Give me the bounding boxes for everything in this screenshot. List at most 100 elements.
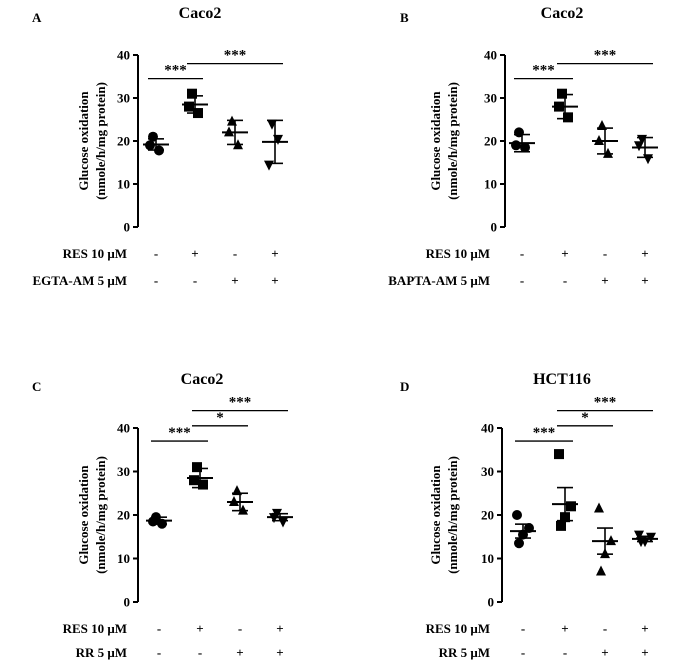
y-tick-label: 10 [117,177,130,192]
condition-sign: + [561,621,568,636]
significance-label: * [581,410,589,426]
y-axis-label: (nmole/h/mg protein) [93,456,108,574]
data-point [646,532,656,543]
condition-sign: + [601,645,608,660]
y-axis-label: Glucose oxidation [76,465,91,565]
condition-sign: - [238,621,242,636]
data-point [187,88,197,99]
data-point [264,160,274,171]
significance-label: *** [229,395,252,411]
condition-sign: - [521,645,525,660]
y-tick-label: 10 [484,177,497,192]
data-point [511,140,521,151]
y-tick-label: 20 [484,134,497,149]
y-tick-label: 20 [481,508,494,523]
significance-label: * [216,410,224,426]
panel-c: C Caco2 Glucose oxidation (nmole/h/mg prote… [32,371,293,660]
significance-label: *** [533,425,556,441]
condition-sign: + [276,621,283,636]
condition-sign: + [641,246,648,261]
condition-sign: - [521,621,525,636]
chart-title: Caco2 [541,5,584,22]
y-tick-label: 40 [117,421,130,436]
y-tick-label: 40 [481,421,494,436]
condition-sign: + [641,645,648,660]
y-axis-label: Glucose oxidation [428,91,443,191]
panel-letter: A [32,10,42,25]
condition-sign: + [271,273,278,288]
data-point [566,501,576,512]
condition-sign: - [563,645,567,660]
y-tick-label: 20 [117,134,130,149]
y-tick-label: 0 [488,595,495,610]
y-axis-label: Glucose oxidation [76,91,91,191]
condition-sign: + [196,621,203,636]
condition-sign: + [641,273,648,288]
significance-label: *** [594,48,617,64]
data-point [512,510,522,520]
panel-letter: C [32,379,41,394]
y-axis-label: (nmole/h/mg protein) [445,82,460,200]
data-point [594,502,604,513]
condition-label: BAPTA-AM 5 μM [388,273,490,288]
condition-sign: - [520,246,524,261]
condition-sign: - [193,273,197,288]
condition-label: RR 5 μM [76,645,127,660]
condition-sign: - [157,645,161,660]
significance-label: *** [532,63,555,79]
y-tick-label: 30 [117,91,130,106]
data-point [189,475,199,486]
condition-sign: + [561,246,568,261]
condition-label: RES 10 μM [63,246,127,261]
condition-sign: - [233,246,237,261]
significance-label: *** [224,48,247,64]
condition-label: RR 5 μM [439,645,490,660]
significance-label: *** [164,63,187,79]
condition-sign: + [231,273,238,288]
condition-sign: + [641,621,648,636]
chart-title: Caco2 [181,371,224,388]
y-axis-label: (nmole/h/mg protein) [445,456,460,574]
y-axis-label: Glucose oxidation [428,465,443,565]
condition-sign: - [157,621,161,636]
y-tick-label: 40 [484,48,497,63]
y-tick-label: 0 [124,220,131,235]
y-tick-label: 10 [481,551,494,566]
y-tick-label: 20 [117,508,130,523]
panel-a: A Caco2 Glucose oxidation (nmole/h/mg prote… [32,5,288,288]
data-point [603,147,613,158]
panel-letter: B [400,10,409,25]
significance-label: *** [594,395,617,411]
condition-sign: - [603,621,607,636]
data-point [596,565,606,576]
condition-sign: + [276,645,283,660]
data-point [192,462,202,473]
condition-sign: - [198,645,202,660]
condition-sign: - [603,246,607,261]
condition-label: RES 10 μM [426,246,490,261]
chart-title: HCT116 [533,371,591,388]
condition-sign: + [236,645,243,660]
y-tick-label: 40 [117,48,130,63]
condition-label: RES 10 μM [63,621,127,636]
condition-sign: - [563,273,567,288]
condition-sign: + [601,273,608,288]
panel-d: D HCT116 Glucose oxidation (nmole/h/mg prot… [400,371,658,660]
panel-letter: D [400,379,409,394]
panel-b: B Caco2 Glucose oxidation (nmole/h/mg prote… [388,5,658,288]
data-point [184,101,194,112]
data-point [563,112,573,123]
y-tick-label: 10 [117,551,130,566]
y-axis-label: (nmole/h/mg protein) [93,82,108,200]
condition-sign: - [520,273,524,288]
condition-label: EGTA-AM 5 μM [32,273,127,288]
condition-sign: + [191,246,198,261]
condition-sign: + [271,246,278,261]
y-tick-label: 0 [124,595,131,610]
y-tick-label: 0 [491,220,498,235]
data-point [556,520,566,531]
y-tick-label: 30 [117,464,130,479]
condition-sign: - [154,273,158,288]
significance-label: *** [168,425,191,441]
